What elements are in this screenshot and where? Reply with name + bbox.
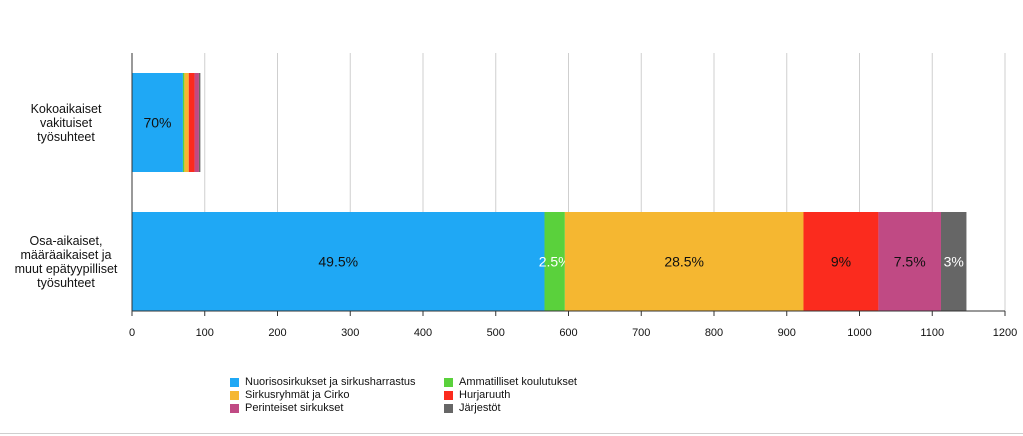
x-tick-label: 400 [414,327,432,339]
bar-segment [132,212,545,311]
legend-item: Perinteiset sirkukset [230,402,343,414]
bar-group: 70% 49.5% 2.5% 28.5% 9% 7.5% 3% [132,73,967,311]
legend-swatch [230,377,239,387]
category-label-line: työsuhteet [37,129,95,144]
x-tick-label: 500 [487,327,505,339]
bar-segment [198,73,201,172]
legend-swatch [444,390,453,400]
category-label-line: Osa-aikaiset, [29,233,103,248]
x-tick-label: 1000 [847,327,871,339]
x-tick-label: 200 [268,327,286,339]
bar-segment [182,73,185,172]
category-label-line: muut epätyypilliset [14,261,118,276]
bar-data-label: 9% [831,254,851,270]
x-tick-label: 600 [559,327,577,339]
bar-data-label: 28.5% [664,254,704,270]
x-tick-label: 900 [778,327,796,339]
bar-segment [803,212,879,311]
bar-segment [184,73,189,172]
legend-item: Sirkusryhmät ja Cirko [230,389,350,401]
legend-label: Sirkusryhmät ja Cirko [245,389,350,401]
legend-item: Järjestöt [444,402,501,414]
legend-label: Nuorisosirkukset ja sirkusharrastus [245,376,416,388]
bar-data-label: 70% [143,115,171,131]
bar-segment [544,212,565,311]
x-tick-label: 100 [196,327,214,339]
legend-item: Hurjaruuth [444,389,510,401]
bar-segment [132,73,183,172]
legend-label: Hurjaruuth [459,389,511,401]
legend-label: Järjestöt [459,402,501,414]
bottom-divider [0,433,1023,434]
bar-segment [194,73,199,172]
bar-segment [564,212,804,311]
legend-swatch [230,390,239,400]
bar-data-label: 3% [944,254,964,270]
bar-data-label: 49.5% [318,254,358,270]
x-tick-label: 1100 [920,327,944,339]
category-label-line: vakituiset [39,115,93,130]
legend-swatch [230,403,239,413]
x-tick-label: 0 [129,327,135,339]
legend-item: Nuorisosirkukset ja sirkusharrastus [230,376,416,388]
bar-data-label: 2.5% [539,254,571,270]
category-label: Kokoaikaiset vakituiset työsuhteet [7,102,125,144]
legend-label: Ammatilliset koulutukset [459,376,577,388]
bar-data-label: 7.5% [894,254,926,270]
bar-segment [878,212,941,311]
legend-swatch [444,403,453,413]
category-label-line: määräaikaiset ja [20,247,112,262]
category-label-line: työsuhteet [37,275,95,290]
legend-swatch [444,377,453,387]
category-label: Osa-aikaiset, määräaikaiset ja muut epätyy… [7,234,125,290]
x-axis: 0 100 200 300 400 500 600 700 800 900 1000 1100 1200 [129,53,1017,339]
category-label-line: Kokoaikaiset [30,101,102,116]
legend-label: Perinteiset sirkukset [245,402,344,414]
x-tick-label: 300 [341,327,359,339]
x-tick-label: 700 [632,327,650,339]
bar-segment [188,73,195,172]
bar-segment [940,212,967,311]
x-tick-label: 1200 [993,327,1017,339]
legend-item: Ammatilliset koulutukset [444,376,577,388]
x-tick-label: 800 [705,327,723,339]
